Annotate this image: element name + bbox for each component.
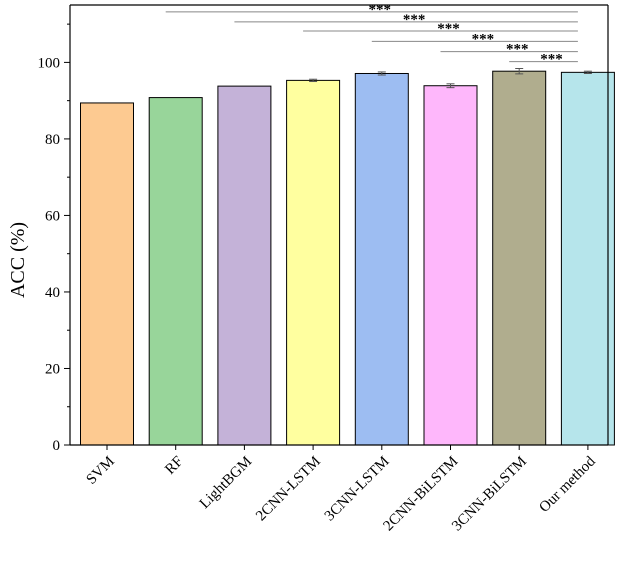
bar-lightbgm: [217, 85, 272, 446]
significance-label-4: ***: [472, 31, 495, 47]
bar-2cnn-bilstm: [423, 85, 478, 446]
x-tick-label-svm: SVM: [84, 454, 118, 488]
x-tick-label-rf: RF: [162, 454, 186, 478]
bar-2cnn-lstm: [286, 79, 341, 446]
bar-3cnn-lstm: [354, 72, 409, 446]
y-tick-label-80: 80: [45, 132, 60, 148]
y-tick-label-100: 100: [38, 55, 61, 71]
error-bars-group: [309, 68, 592, 89]
x-tick-label-lightbgm: LightBGM: [197, 454, 255, 512]
y-tick-label-20: 20: [45, 361, 60, 377]
bar-our-method: [560, 71, 615, 446]
y-tick-label-60: 60: [45, 208, 60, 224]
significance-label-3: ***: [437, 21, 460, 37]
significance-brackets-group: *********************: [165, 2, 578, 68]
y-axis-label: ACC (%): [7, 222, 29, 298]
x-tick-label-3cnn-bilstm: 3CNN-BiLSTM: [449, 454, 530, 535]
significance-label-2: ***: [403, 12, 426, 28]
x-tick-label-2cnn-lstm: 2CNN-LSTM: [253, 454, 324, 525]
x-tick-label-our-method: Our method: [536, 453, 599, 516]
y-tick-label-0: 0: [53, 438, 61, 454]
y-tick-label-40: 40: [45, 285, 60, 301]
significance-label-6: ***: [540, 52, 563, 68]
x-tick-label-3cnn-lstm: 3CNN-LSTM: [322, 454, 393, 525]
bars-group: [80, 70, 615, 446]
bar-svm: [80, 102, 134, 446]
significance-label-5: ***: [506, 42, 529, 58]
significance-label-1: ***: [369, 2, 392, 18]
bar-rf: [148, 97, 203, 446]
bar-3cnn-bilstm: [492, 70, 547, 446]
